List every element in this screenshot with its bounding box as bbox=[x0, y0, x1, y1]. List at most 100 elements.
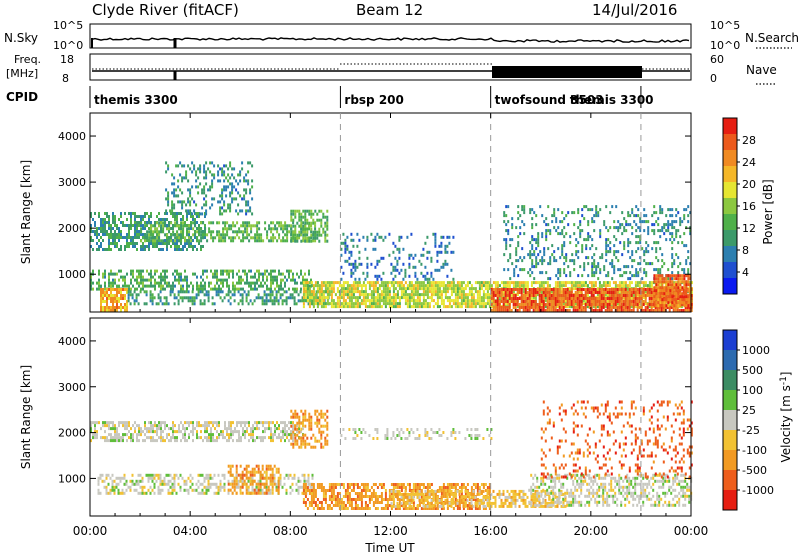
heatmap-cell bbox=[578, 290, 581, 294]
heatmap-cell bbox=[548, 297, 551, 300]
heatmap-cell bbox=[396, 247, 399, 251]
heatmap-cell bbox=[116, 224, 118, 227]
heatmap-cell bbox=[446, 305, 449, 309]
heatmap-cell bbox=[306, 221, 309, 225]
heatmap-cell bbox=[270, 278, 272, 282]
heatmap-cell bbox=[556, 309, 559, 312]
heatmap-cell bbox=[430, 287, 433, 291]
heatmap-cell bbox=[568, 303, 571, 306]
heatmap-cell bbox=[232, 221, 235, 225]
heatmap-cell bbox=[174, 233, 177, 237]
nsky-right-tick-high: 10^5 bbox=[710, 19, 740, 32]
heatmap-cell bbox=[667, 229, 670, 233]
heatmap-cell bbox=[492, 302, 495, 306]
heatmap-cell bbox=[270, 287, 272, 291]
heatmap-cell bbox=[176, 221, 179, 225]
heatmap-cell bbox=[681, 280, 684, 284]
heatmap-cell bbox=[535, 238, 538, 242]
heatmap-cell bbox=[556, 291, 559, 294]
heatmap-cell bbox=[306, 287, 309, 291]
heatmap-cell bbox=[400, 293, 403, 297]
heatmap-cell bbox=[522, 303, 525, 306]
heatmap-cell bbox=[244, 269, 246, 273]
heatmap-cell bbox=[308, 209, 311, 213]
heatmap-cell bbox=[226, 269, 228, 273]
heatmap-cell bbox=[618, 303, 621, 306]
heatmap-cell bbox=[112, 233, 114, 236]
heatmap-cell bbox=[96, 227, 98, 230]
heatmap-cell bbox=[609, 250, 612, 254]
heatmap-cell bbox=[186, 227, 189, 231]
heatmap-cell bbox=[126, 233, 128, 236]
heatmap-cell bbox=[533, 265, 536, 269]
heatmap-cell bbox=[184, 236, 187, 240]
heatmap-cell bbox=[545, 223, 548, 227]
heatmap-cell bbox=[366, 256, 369, 260]
heatmap-cell bbox=[434, 302, 437, 306]
heatmap-cell bbox=[402, 284, 405, 288]
heatmap-cell bbox=[444, 259, 447, 263]
heatmap-cell bbox=[140, 248, 142, 251]
heatmap-cell bbox=[178, 278, 180, 282]
heatmap-cell bbox=[186, 218, 188, 221]
heatmap-cell bbox=[689, 274, 692, 278]
heatmap-cell bbox=[562, 297, 565, 300]
heatmap-cell bbox=[675, 304, 678, 308]
heatmap-cell bbox=[676, 306, 679, 309]
heatmap-cell bbox=[608, 300, 611, 303]
heatmap-cell bbox=[326, 287, 329, 291]
heatmap-cell bbox=[580, 306, 583, 309]
heatmap-cell bbox=[196, 239, 199, 243]
heatmap-cell bbox=[438, 290, 441, 294]
heatmap-cell bbox=[567, 211, 570, 215]
heatmap-cell bbox=[636, 300, 639, 303]
heatmap-cell bbox=[140, 224, 142, 227]
heatmap-cell bbox=[195, 293, 198, 297]
heatmap-cell bbox=[574, 284, 577, 288]
heatmap-cell bbox=[264, 272, 266, 276]
heatmap-cell bbox=[657, 229, 660, 233]
heatmap-cell bbox=[591, 220, 594, 224]
heatmap-cell bbox=[170, 221, 173, 225]
heatmap-cell bbox=[634, 281, 637, 285]
heatmap-cell bbox=[606, 291, 609, 294]
heatmap-cell bbox=[669, 298, 672, 302]
heatmap-cell bbox=[424, 241, 427, 245]
heatmap-cell bbox=[611, 259, 614, 263]
heatmap-cell bbox=[436, 287, 439, 291]
heatmap-cell bbox=[180, 239, 183, 243]
heatmap-cell bbox=[112, 303, 114, 306]
heatmap-cell bbox=[102, 221, 104, 224]
heatmap-cell bbox=[172, 215, 174, 218]
heatmap-cell bbox=[154, 269, 156, 273]
heatmap-cell bbox=[118, 236, 120, 239]
heatmap-cell bbox=[683, 268, 686, 272]
heatmap-cell bbox=[408, 281, 411, 285]
heatmap-cell bbox=[450, 287, 453, 291]
heatmap-cell bbox=[342, 271, 345, 275]
heatmap-cell bbox=[572, 281, 575, 285]
heatmap-cell bbox=[314, 239, 317, 243]
heatmap-cell bbox=[216, 233, 219, 237]
heatmap-cell bbox=[340, 247, 343, 251]
heatmap-cell bbox=[509, 238, 512, 242]
heatmap-cell bbox=[609, 226, 612, 230]
heatmap-cell bbox=[194, 218, 196, 221]
heatmap-cell bbox=[679, 217, 682, 221]
heatmap-cell bbox=[653, 268, 656, 272]
heatmap-cell bbox=[300, 287, 302, 291]
heatmap-cell bbox=[574, 297, 577, 300]
heatmap-cell bbox=[181, 206, 184, 210]
heatmap-cell bbox=[128, 233, 130, 236]
heatmap-cell bbox=[217, 179, 220, 183]
heatmap-cell bbox=[352, 284, 355, 288]
heatmap-cell bbox=[522, 297, 525, 300]
heatmap-cell bbox=[222, 227, 225, 231]
heatmap-cell bbox=[188, 236, 191, 240]
heatmap-cell bbox=[368, 302, 371, 306]
heatmap-cell bbox=[468, 299, 471, 303]
heatmap-cell bbox=[653, 289, 656, 293]
heatmap-cell bbox=[266, 284, 268, 288]
heatmap-cell bbox=[579, 232, 582, 236]
heatmap-cell bbox=[134, 278, 136, 282]
